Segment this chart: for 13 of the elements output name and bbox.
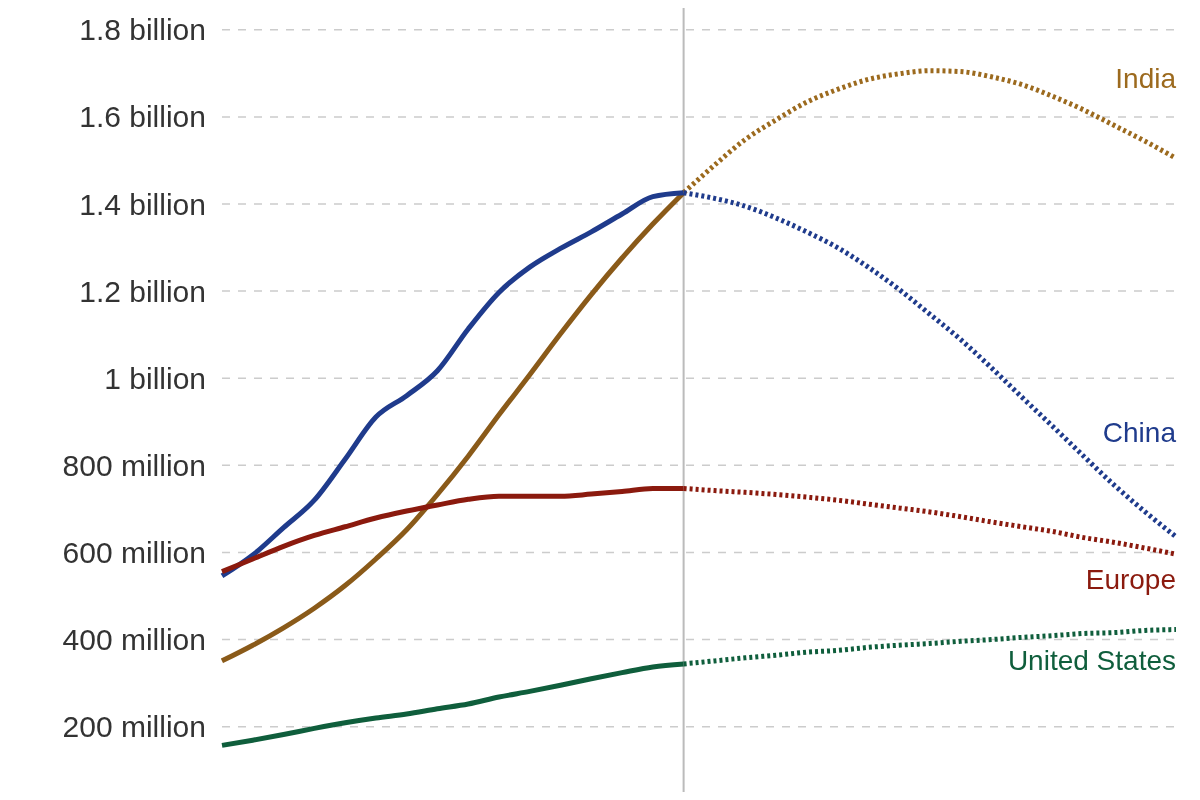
y-tick-label: 1.6 billion: [79, 100, 206, 134]
series-label: Europe: [1085, 564, 1176, 596]
y-tick-label: 1.4 billion: [79, 187, 206, 221]
y-tick-label: 200 million: [62, 710, 206, 744]
series-label: United States: [1007, 644, 1176, 676]
series-label: India: [1115, 63, 1177, 95]
y-tick-label: 800 million: [62, 448, 206, 482]
y-tick-label: 1.2 billion: [79, 274, 206, 308]
y-tick-label: 1 billion: [104, 361, 206, 395]
y-tick-label: 1.8 billion: [79, 13, 206, 47]
series-label: China: [1102, 416, 1177, 448]
y-tick-label: 600 million: [62, 535, 206, 569]
y-tick-label: 400 million: [62, 623, 206, 657]
